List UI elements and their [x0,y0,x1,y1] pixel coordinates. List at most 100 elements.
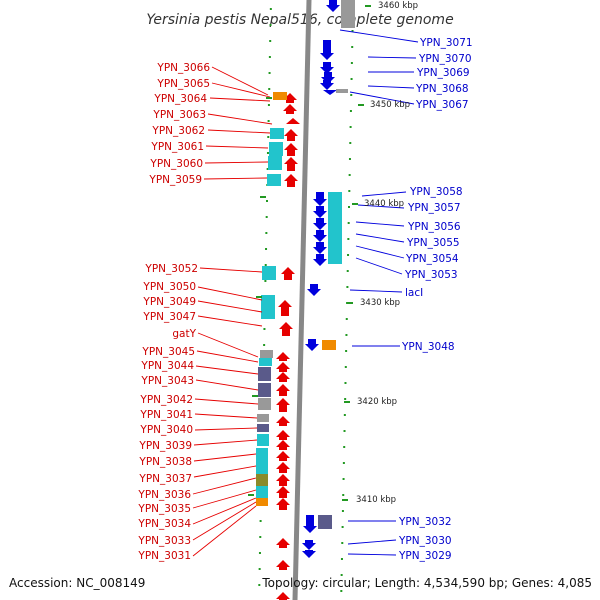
left-leader-line [194,398,259,405]
gene-label-ypn-3048[interactable]: YPN_3048 [401,341,455,353]
forward-gene-box [256,486,268,498]
forward-gene-box [258,398,271,410]
gene-label-ypn-3055[interactable]: YPN_3055 [406,237,460,249]
gene-label-laci[interactable]: lacI [405,287,423,299]
gene-label-ypn-3062[interactable]: YPN_3062 [151,125,205,137]
left-leader-line [204,161,269,164]
reverse-gene-arrow [313,254,327,266]
left-leader-line [196,350,259,363]
gene-label-ypn-3068[interactable]: YPN_3068 [415,83,469,95]
track-dot [266,200,268,202]
gene-label-gaty[interactable]: gatY [172,328,196,340]
gene-label-ypn-3039[interactable]: YPN_3039 [138,440,192,452]
right-leader-line [367,56,417,59]
gene-label-ypn-3036[interactable]: YPN_3036 [137,489,191,501]
scale-tick [266,97,272,99]
reverse-gene-arrow [323,90,337,95]
forward-gene-box [273,92,287,100]
gene-label-ypn-3066[interactable]: YPN_3066 [156,62,210,74]
left-leader-line [211,82,271,98]
gene-label-ypn-3030[interactable]: YPN_3030 [398,535,452,547]
gene-label-ypn-3032[interactable]: YPN_3032 [398,516,452,528]
track-dot [263,344,266,346]
gene-label-ypn-3060[interactable]: YPN_3060 [149,158,203,170]
gene-label-ypn-3059[interactable]: YPN_3059 [148,174,202,186]
scale-tick [252,395,258,397]
gene-label-ypn-3053[interactable]: YPN_3053 [404,269,458,281]
gene-label-ypn-3037[interactable]: YPN_3037 [138,473,192,485]
forward-gene-arrow [276,474,290,486]
forward-gene-arrow [281,267,295,280]
gene-label-ypn-3041[interactable]: YPN_3041 [139,409,193,421]
gene-label-ypn-3038[interactable]: YPN_3038 [138,456,192,468]
track-dot [340,574,343,576]
gene-label-ypn-3052[interactable]: YPN_3052 [144,263,198,275]
reverse-gene-box [328,192,342,264]
gene-label-ypn-3029[interactable]: YPN_3029 [398,550,452,562]
gene-label-ypn-3035[interactable]: YPN_3035 [137,503,191,515]
track-dot [342,494,345,496]
gene-label-ypn-3034[interactable]: YPN_3034 [137,518,191,530]
gene-label-ypn-3049[interactable]: YPN_3049 [142,296,196,308]
gene-label-ypn-3070[interactable]: YPN_3070 [418,53,472,65]
scale-label-3430: 3430 kbp [360,298,400,308]
left-leader-line [195,365,259,375]
reverse-gene-box [318,515,332,529]
forward-gene-arrow [279,322,293,336]
right-leader-line [361,191,407,197]
track-dot [264,264,267,266]
forward-gene-arrow [284,157,298,171]
track-dot [350,62,353,64]
gene-label-ypn-3050[interactable]: YPN_3050 [142,281,196,293]
gene-label-ypn-3042[interactable]: YPN_3042 [139,394,193,406]
track-dot [259,520,262,522]
gene-label-ypn-3056[interactable]: YPN_3056 [407,221,461,233]
left-leader-line [193,439,258,446]
gene-label-ypn-3057[interactable]: YPN_3057 [407,202,461,214]
gene-label-ypn-3061[interactable]: YPN_3061 [150,141,204,153]
track-dot [345,334,348,336]
gene-label-ypn-3040[interactable]: YPN_3040 [139,424,193,436]
left-leader-line [207,129,271,134]
scale-tick [352,203,358,205]
gene-label-ypn-3058[interactable]: YPN_3058 [409,186,463,198]
track-dot [341,526,344,528]
gene-label-ypn-3045[interactable]: YPN_3045 [141,346,195,358]
gene-label-ypn-3071[interactable]: YPN_3071 [419,37,473,49]
right-leader-line [355,257,403,275]
gene-label-ypn-3044[interactable]: YPN_3044 [140,360,194,372]
track-dot [348,190,351,192]
gene-label-ypn-3043[interactable]: YPN_3043 [140,375,194,387]
left-leader-line [192,477,257,495]
forward-gene-arrow [276,560,290,570]
track-dot [269,40,272,42]
track-dot [347,254,350,256]
genome-backbone [292,0,312,600]
scale-tick [344,401,350,403]
forward-gene-arrow [276,440,290,450]
gene-label-ypn-3047[interactable]: YPN_3047 [142,311,196,323]
scale-ticks [248,5,371,501]
gene-label-ypn-3069[interactable]: YPN_3069 [416,67,470,79]
reverse-gene-arrow [326,0,340,12]
track-dot [347,238,350,240]
scale-label-3420: 3420 kbp [357,397,397,407]
gene-label-ypn-3054[interactable]: YPN_3054 [405,253,459,265]
gene-label-ypn-3067[interactable]: YPN_3067 [415,99,469,111]
forward-gene-arrow [284,129,298,141]
gene-label-ypn-3064[interactable]: YPN_3064 [153,93,207,105]
right-leader-line [349,91,415,105]
forward-gene-box [260,350,273,358]
reverse-gene-box [341,0,355,28]
reverse-gene-arrow [321,72,335,84]
gene-label-ypn-3033[interactable]: YPN_3033 [137,535,191,547]
left-leader-line [197,286,263,301]
gene-label-ypn-3031[interactable]: YPN_3031 [137,550,191,562]
gene-label-ypn-3063[interactable]: YPN_3063 [152,109,206,121]
track-dot [265,248,268,250]
forward-gene-arrow [284,143,298,156]
reverse-gene-arrow [320,62,334,74]
left-leader-line [209,97,271,102]
gene-label-ypn-3065[interactable]: YPN_3065 [156,78,210,90]
map-title: Yersinia pestis Nepal516, complete genom… [146,12,453,28]
